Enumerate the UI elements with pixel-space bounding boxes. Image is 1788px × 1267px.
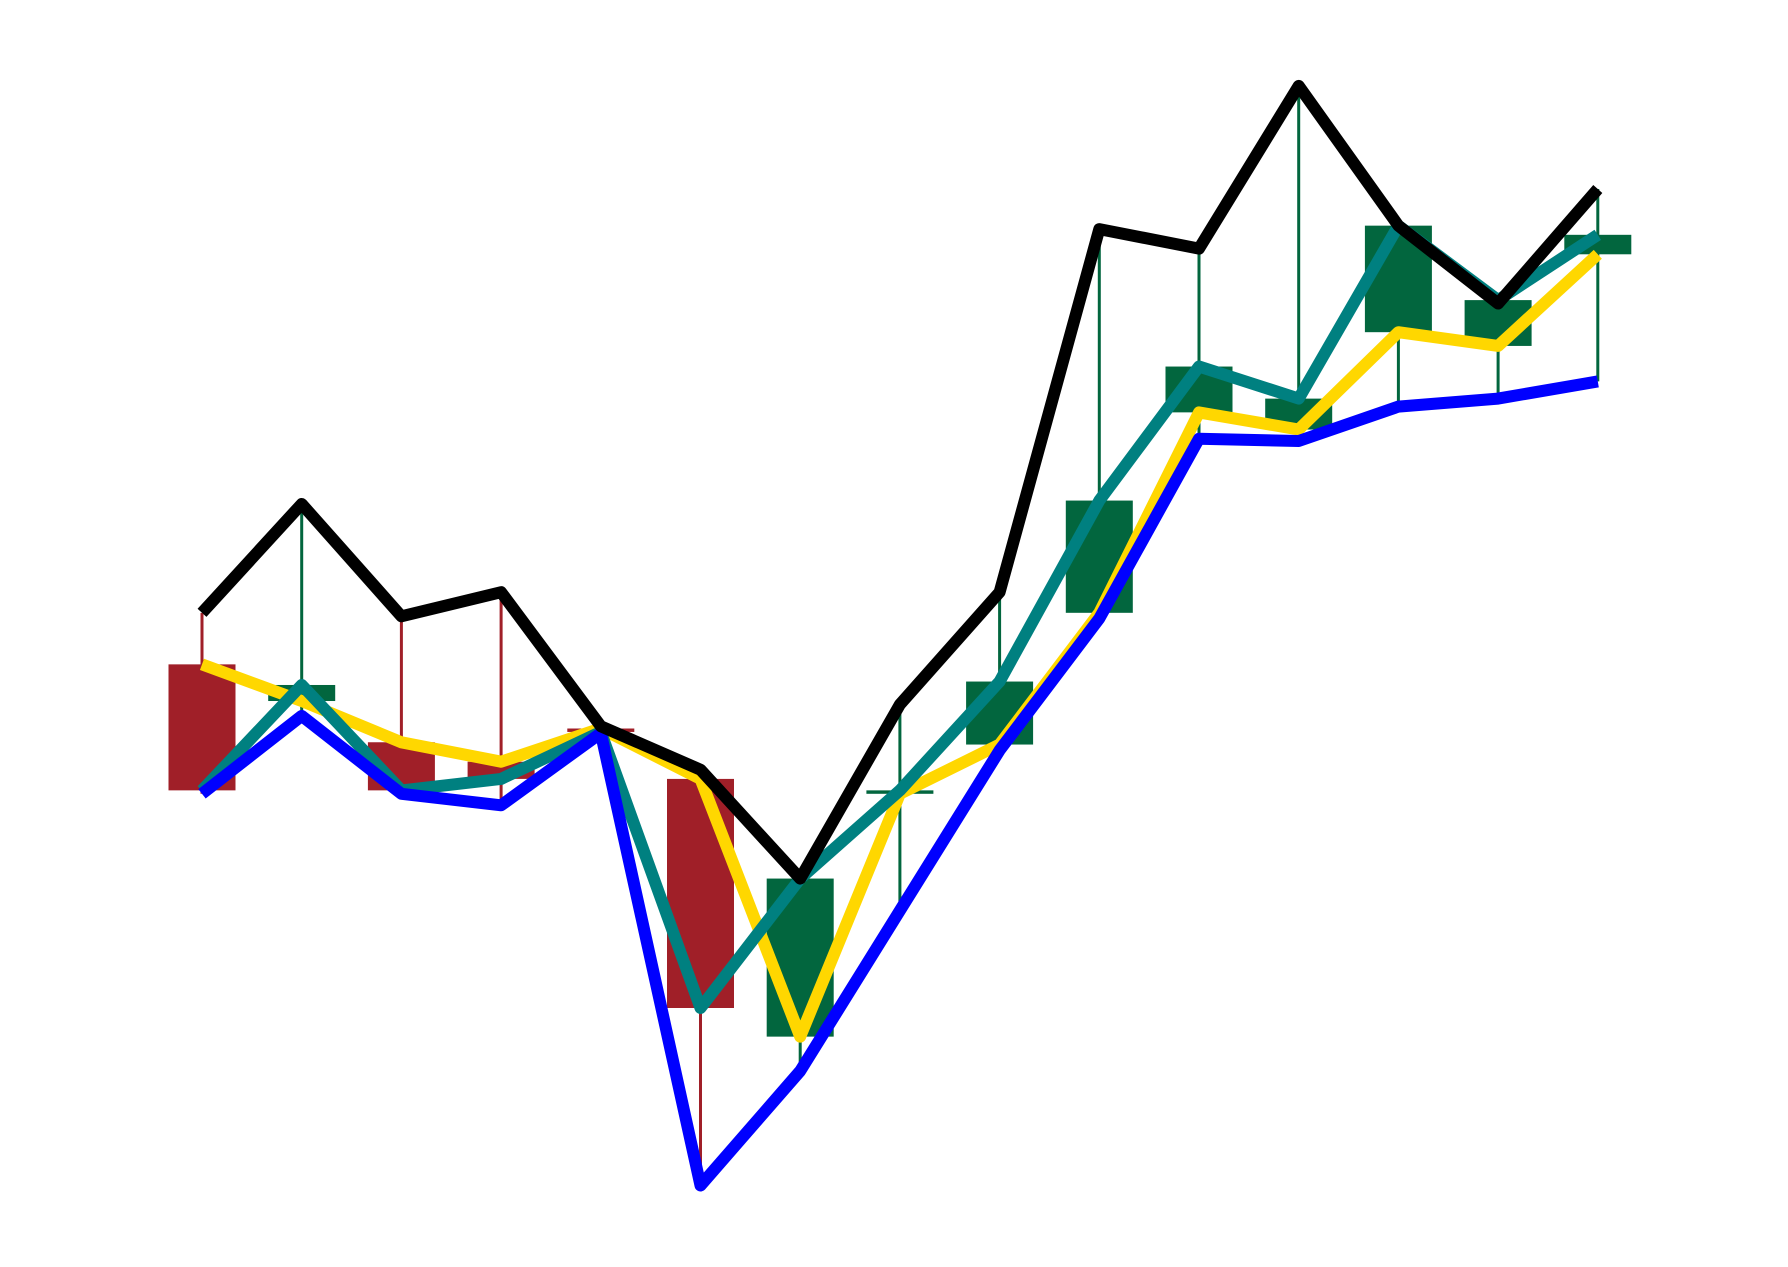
low-line (198, 375, 1599, 1192)
high-line (197, 79, 1603, 885)
close-line (197, 219, 1602, 1014)
